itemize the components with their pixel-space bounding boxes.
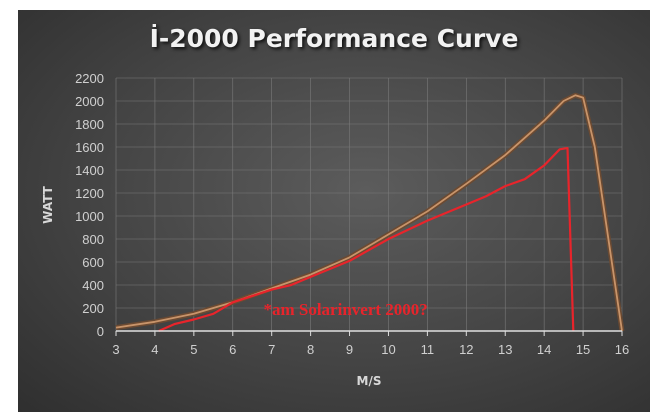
x-tick-label: 14 [537,342,551,357]
x-tick-label: 3 [112,342,119,357]
y-axis-label: WATT [41,185,55,224]
x-tick-label: 13 [498,342,512,357]
x-tick-label: 8 [307,342,314,357]
annotation-text: *am Solarinvert 2000? [263,300,427,319]
x-tick-label: 9 [346,342,353,357]
series-shadow-line [115,92,625,332]
series-line-i2000 [115,94,623,332]
x-tick-label: 7 [268,342,275,357]
x-tick-label: 6 [229,342,236,357]
y-tick-label: 800 [82,232,104,247]
x-tick-label: 4 [151,342,158,357]
y-tick-label: 1400 [75,163,104,178]
x-tick-label: 15 [576,342,590,357]
y-tick-label: 0 [97,324,104,339]
chart-title: İ-2000 Performance Curve [149,24,519,53]
x-tick-label: 16 [615,342,629,357]
x-tick-label: 10 [381,342,395,357]
y-tick-label: 2000 [75,94,104,109]
y-tick-label: 2200 [75,71,104,86]
y-tick-label: 400 [82,278,104,293]
x-tick-label: 5 [190,342,197,357]
x-tick-label: 12 [459,342,473,357]
y-tick-label: 1600 [75,140,104,155]
y-tick-label: 1000 [75,209,104,224]
y-tick-label: 1800 [75,117,104,132]
chart-panel: İ-2000 Performance Curve [18,10,650,412]
y-tick-label: 200 [82,301,104,316]
x-axis-label: M/S [357,374,382,388]
y-tick-label: 600 [82,255,104,270]
x-tick-label: 11 [421,342,435,357]
y-tick-label: 1200 [75,186,104,201]
